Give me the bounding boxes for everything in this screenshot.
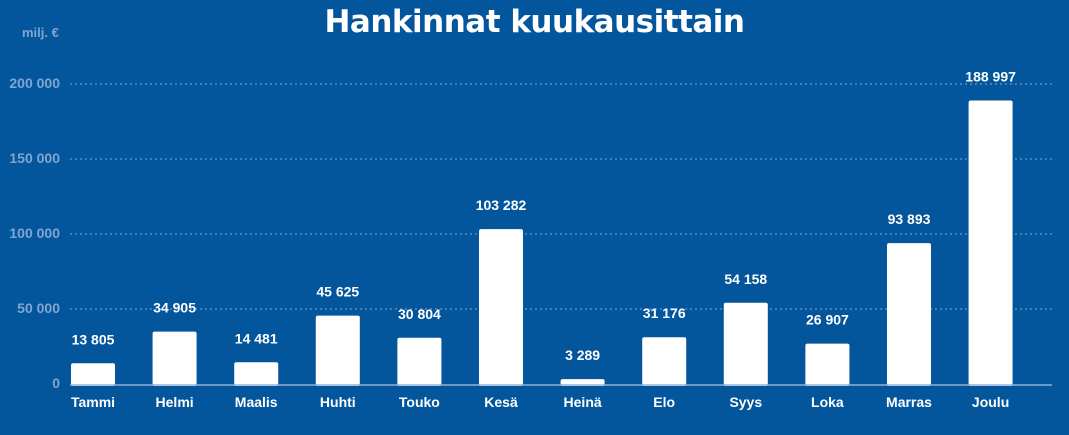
data-label: 45 625 bbox=[316, 284, 359, 300]
x-tick-label: Syys bbox=[729, 394, 762, 410]
data-label: 26 907 bbox=[806, 312, 849, 328]
data-label: 34 905 bbox=[153, 300, 196, 316]
y-axis-unit-label: milj. € bbox=[22, 25, 59, 40]
bar bbox=[315, 315, 360, 386]
data-label: 93 893 bbox=[888, 211, 931, 227]
x-tick-label: Marras bbox=[886, 394, 932, 410]
x-tick-label: Heinä bbox=[564, 394, 602, 410]
x-tick-label: Huhti bbox=[320, 394, 356, 410]
data-label: 103 282 bbox=[476, 197, 527, 213]
bar bbox=[234, 362, 279, 386]
y-tick-label: 150 000 bbox=[9, 150, 60, 166]
bar bbox=[479, 229, 523, 386]
x-tick-label: Touko bbox=[399, 394, 440, 410]
bar bbox=[642, 337, 687, 386]
y-tick-label: 100 000 bbox=[9, 225, 60, 241]
x-tick-label: Kesä bbox=[484, 394, 518, 410]
data-label: 13 805 bbox=[72, 331, 115, 347]
data-label: 3 289 bbox=[565, 347, 600, 363]
bar bbox=[71, 363, 115, 386]
x-tick-label: Elo bbox=[653, 394, 675, 410]
bar bbox=[723, 302, 768, 386]
bar bbox=[397, 337, 442, 386]
data-label: 54 158 bbox=[724, 271, 767, 287]
y-tick-label: 50 000 bbox=[17, 300, 60, 316]
bar bbox=[887, 243, 931, 386]
x-tick-label: Helmi bbox=[156, 394, 194, 410]
data-label: 31 176 bbox=[643, 305, 686, 321]
x-tick-label: Loka bbox=[811, 394, 844, 410]
y-tick-label: 200 000 bbox=[9, 75, 60, 91]
x-tick-label: Tammi bbox=[71, 394, 115, 410]
chart-title: Hankinnat kuukausittain bbox=[324, 4, 745, 40]
y-tick-label: 0 bbox=[52, 375, 60, 391]
bar bbox=[805, 343, 850, 386]
data-label: 188 997 bbox=[965, 69, 1016, 85]
x-tick-label: Maalis bbox=[235, 394, 278, 410]
bar bbox=[968, 100, 1013, 386]
x-tick-label: Joulu bbox=[972, 394, 1009, 410]
data-label: 14 481 bbox=[235, 330, 278, 346]
data-label: 30 804 bbox=[398, 306, 441, 322]
bar bbox=[152, 331, 197, 386]
